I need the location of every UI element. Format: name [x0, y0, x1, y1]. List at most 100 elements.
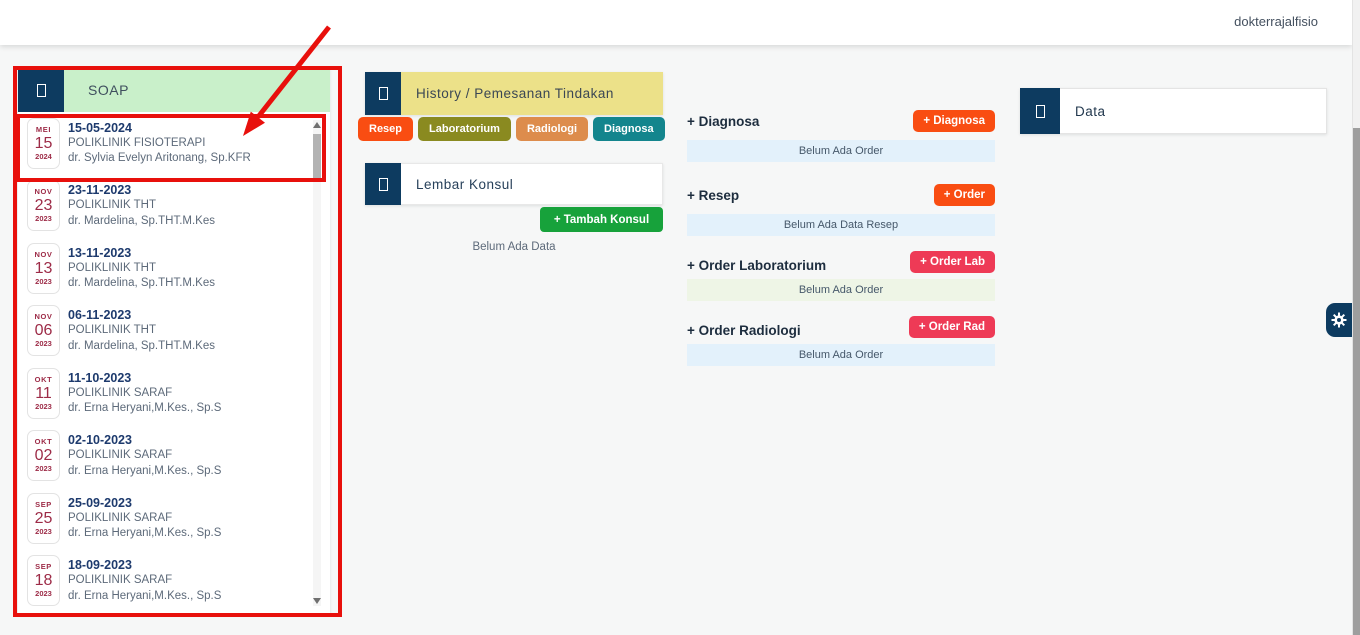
- topbar: dokterrajalfisio: [0, 0, 1352, 45]
- add-diagnosa-button[interactable]: + Diagnosa: [913, 110, 995, 132]
- filter-laboratorium-button[interactable]: Laboratorium: [418, 117, 511, 141]
- entry-date: 18-09-2023: [68, 558, 132, 573]
- entry-doctor: dr. Mardelina, Sp.THT.M.Kes: [68, 214, 215, 227]
- date-badge: NOV 06 2023: [27, 305, 60, 357]
- soap-history-item[interactable]: NOV 13 2023 13-11-2023 POLIKLINIK THT dr…: [18, 237, 330, 300]
- date-month: OKT: [34, 437, 53, 447]
- entry-date: 13-11-2023: [68, 245, 132, 260]
- scroll-up-icon[interactable]: [313, 122, 321, 128]
- resep-section: + Resep + Order Belum Ada Data Resep: [687, 182, 995, 236]
- soap-history-item[interactable]: OKT 02 2023 02-10-2023 POLIKLINIK SARAF …: [18, 425, 330, 488]
- konsul-icon-box: [365, 163, 401, 205]
- entry-clinic: POLIKLINIK SARAF: [68, 574, 173, 587]
- data-icon-box: [1020, 88, 1060, 134]
- soap-history-item[interactable]: NOV 06 2023 06-11-2023 POLIKLINIK THT dr…: [18, 300, 330, 363]
- diagnosa-section: + Diagnosa + Diagnosa Belum Ada Order: [687, 108, 995, 162]
- entry-clinic: POLIKLINIK THT: [68, 324, 156, 337]
- date-year: 2023: [35, 526, 52, 536]
- history-filter-buttons: Resep Laboratorium Radiologi Diagnosa: [358, 117, 665, 141]
- entry-date: 23-11-2023: [68, 183, 132, 198]
- date-badge: SEP 25 2023: [27, 492, 60, 544]
- date-month: NOV: [34, 187, 53, 197]
- add-resep-order-button[interactable]: + Order: [933, 184, 995, 206]
- date-day: 15: [34, 134, 53, 152]
- soap-history-item[interactable]: MEI 15 2024 15-05-2024 POLIKLINIK FISIOT…: [18, 112, 330, 175]
- soap-panel: SOAP MEI 15 2024 15-05-2024 POLIKLINIK F…: [18, 68, 330, 614]
- order-rad-empty-text: Belum Ada Order: [687, 344, 995, 366]
- gear-icon: [1331, 312, 1347, 328]
- date-badge: MEI 15 2024: [27, 117, 60, 169]
- entry-clinic: POLIKLINIK SARAF: [68, 386, 173, 399]
- entry-date: 11-10-2023: [68, 370, 132, 385]
- list-scrollbar-thumb[interactable]: [313, 134, 321, 182]
- date-day: 11: [35, 384, 52, 402]
- date-day: 13: [34, 259, 53, 277]
- placeholder-icon: [1035, 104, 1045, 118]
- tambah-konsul-button[interactable]: + Tambah Konsul: [540, 207, 663, 232]
- soap-panel-title: SOAP: [64, 68, 330, 112]
- filter-resep-button[interactable]: Resep: [358, 117, 414, 141]
- page-scrollbar-thumb[interactable]: [1353, 128, 1360, 635]
- date-year: 2024: [35, 151, 52, 161]
- entry-clinic: POLIKLINIK SARAF: [68, 449, 173, 462]
- history-panel: History / Pemesanan Tindakan: [365, 72, 663, 115]
- date-month: MEI: [35, 124, 52, 134]
- soap-history-item[interactable]: NOV 23 2023 23-11-2023 POLIKLINIK THT dr…: [18, 175, 330, 238]
- entry-doctor: dr. Erna Heryani,M.Kes., Sp.S: [68, 402, 222, 415]
- date-day: 23: [34, 197, 53, 215]
- placeholder-icon: [378, 87, 388, 100]
- scroll-down-icon[interactable]: [313, 598, 321, 604]
- konsul-empty-text: Belum Ada Data: [472, 241, 556, 253]
- soap-history-item[interactable]: SEP 25 2023 25-09-2023 POLIKLINIK SARAF …: [18, 487, 330, 550]
- entry-doctor: dr. Erna Heryani,M.Kes., Sp.S: [68, 589, 222, 602]
- user-menu[interactable]: dokterrajalfisio: [1234, 14, 1318, 29]
- entry-clinic: POLIKLINIK THT: [68, 199, 156, 212]
- diagnosa-empty-text: Belum Ada Order: [687, 140, 995, 162]
- order-lab-section-label: + Order Laboratorium: [687, 258, 827, 273]
- date-year: 2023: [35, 401, 52, 411]
- data-panel-title: Data: [1060, 88, 1327, 134]
- entry-clinic: POLIKLINIK THT: [68, 261, 156, 274]
- date-month: NOV: [34, 249, 53, 259]
- date-day: 02: [34, 447, 53, 465]
- date-month: SEP: [35, 562, 52, 572]
- settings-button[interactable]: [1326, 303, 1352, 337]
- page-scrollbar[interactable]: [1352, 0, 1360, 635]
- list-scrollbar[interactable]: [313, 120, 321, 606]
- entry-doctor: dr. Erna Heryani,M.Kes., Sp.S: [68, 464, 222, 477]
- date-year: 2023: [35, 464, 52, 474]
- entry-date: 06-11-2023: [68, 308, 132, 323]
- order-lab-section: + Order Laboratorium + Order Lab Belum A…: [687, 247, 995, 301]
- date-badge: SEP 18 2023: [27, 555, 60, 607]
- entry-date: 15-05-2024: [68, 120, 132, 135]
- date-day: 06: [34, 322, 53, 340]
- date-year: 2023: [35, 214, 52, 224]
- entry-clinic: POLIKLINIK SARAF: [68, 511, 173, 524]
- entry-date: 02-10-2023: [68, 433, 132, 448]
- date-month: NOV: [34, 312, 53, 322]
- soap-history-item[interactable]: SEP 18 2023 18-09-2023 POLIKLINIK SARAF …: [18, 550, 330, 613]
- date-day: 25: [34, 509, 53, 527]
- date-badge: NOV 13 2023: [27, 242, 60, 294]
- add-order-lab-button[interactable]: + Order Lab: [910, 251, 995, 273]
- soap-panel-header: SOAP: [18, 68, 330, 112]
- entry-doctor: dr. Mardelina, Sp.THT.M.Kes: [68, 339, 215, 352]
- filter-radiologi-button[interactable]: Radiologi: [515, 117, 589, 141]
- soap-icon-box: [18, 68, 64, 112]
- placeholder-icon: [378, 177, 388, 191]
- placeholder-icon: [36, 83, 46, 97]
- entry-clinic: POLIKLINIK FISIOTERAPI: [68, 136, 206, 149]
- date-month: SEP: [35, 499, 52, 509]
- diagnosa-section-label: + Diagnosa: [687, 113, 760, 129]
- entry-doctor: dr. Sylvia Evelyn Aritonang, Sp.KFR: [68, 152, 251, 165]
- konsul-panel: Lembar Konsul: [365, 163, 663, 205]
- history-panel-title: History / Pemesanan Tindakan: [401, 72, 663, 115]
- date-badge: NOV 23 2023: [27, 180, 60, 232]
- add-order-rad-button[interactable]: + Order Rad: [908, 316, 995, 338]
- entry-doctor: dr. Mardelina, Sp.THT.M.Kes: [68, 277, 215, 290]
- order-rad-section: + Order Radiologi + Order Rad Belum Ada …: [687, 312, 995, 366]
- date-year: 2023: [35, 589, 52, 599]
- date-year: 2023: [35, 276, 52, 286]
- filter-diagnosa-button[interactable]: Diagnosa: [593, 117, 665, 141]
- soap-history-item[interactable]: OKT 11 2023 11-10-2023 POLIKLINIK SARAF …: [18, 362, 330, 425]
